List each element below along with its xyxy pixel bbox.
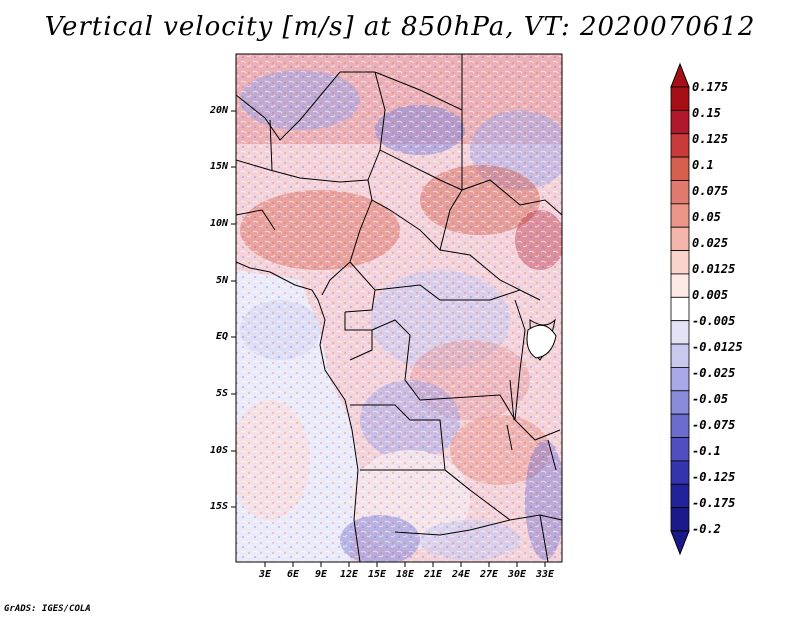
lon-label-27e: 27E — [479, 569, 499, 580]
colorbar-top-arrow — [670, 62, 690, 88]
colorbar-bin — [670, 109, 690, 135]
colorbar-bin — [670, 180, 690, 205]
colorbar-label: 0.1 — [692, 158, 714, 172]
lat-label-10n: 10N — [209, 218, 228, 229]
velocity-field — [236, 54, 562, 562]
lat-label-15n: 15N — [209, 161, 228, 172]
lon-label-3e: 3E — [258, 569, 272, 580]
colorbar-label: 0.005 — [692, 288, 729, 302]
map-title: Vertical velocity [m/s] at 850hPa, VT: 2… — [44, 12, 756, 42]
colorbar-label: 0.15 — [692, 106, 721, 120]
colorbar-bin — [670, 413, 690, 438]
colorbar-bin — [670, 507, 690, 532]
lat-label-eq: EQ — [215, 331, 228, 342]
colorbar-bin — [670, 367, 690, 392]
colorbar-label: -0.1 — [692, 444, 721, 458]
lat-label-5n: 5N — [215, 275, 228, 286]
lon-label-30e: 30E — [507, 569, 527, 580]
colorbar-label: -0.05 — [692, 392, 729, 406]
colorbar-label: 0.075 — [692, 184, 729, 198]
colorbar-label: 0.0125 — [692, 262, 736, 276]
lon-label-15e: 15E — [367, 569, 387, 580]
lon-label-33e: 33E — [535, 569, 555, 580]
colorbar-bin — [670, 460, 690, 485]
colorbar-label: -0.2 — [692, 522, 721, 536]
colorbar-bottom-arrow — [670, 530, 690, 556]
colorbar-label: -0.075 — [692, 418, 736, 432]
colorbar-label: 0.025 — [692, 236, 729, 250]
colorbar — [670, 62, 690, 556]
colorbar-bin — [670, 156, 690, 181]
colorbar-bin — [670, 226, 690, 251]
colorbar-label: -0.005 — [692, 314, 736, 328]
colorbar-bin — [670, 273, 690, 298]
lon-label-21e: 21E — [423, 569, 443, 580]
colorbar-bin — [670, 437, 690, 462]
lon-label-6e: 6E — [286, 569, 300, 580]
colorbar-bin — [670, 483, 690, 509]
colorbar-bin — [670, 133, 690, 158]
colorbar-bin — [670, 320, 690, 345]
colorbar-bin — [670, 296, 690, 322]
lon-label-12e: 12E — [339, 569, 359, 580]
colorbar-label: 0.125 — [692, 132, 729, 146]
lat-label-10s: 10S — [209, 445, 228, 456]
lon-label-24e: 24E — [451, 569, 471, 580]
lon-label-9e: 9E — [314, 569, 328, 580]
colorbar-label: -0.0125 — [692, 340, 743, 354]
lon-label-18e: 18E — [395, 569, 415, 580]
colorbar-bin — [670, 390, 690, 415]
colorbar-bin — [670, 343, 690, 368]
grads-credit: GrADS: IGES/COLA — [4, 604, 91, 614]
colorbar-label: -0.125 — [692, 470, 736, 484]
colorbar-label: -0.175 — [692, 496, 736, 510]
lat-label-20n: 20N — [209, 105, 228, 116]
colorbar-label: 0.05 — [692, 210, 721, 224]
colorbar-bin — [670, 250, 690, 275]
colorbar-label: -0.025 — [692, 366, 736, 380]
colorbar-bin — [670, 203, 690, 228]
lat-label-15s: 15S — [209, 501, 228, 512]
colorbar-label: 0.175 — [692, 80, 729, 94]
lat-label-5s: 5S — [215, 388, 228, 399]
colorbar-bin — [670, 86, 690, 111]
